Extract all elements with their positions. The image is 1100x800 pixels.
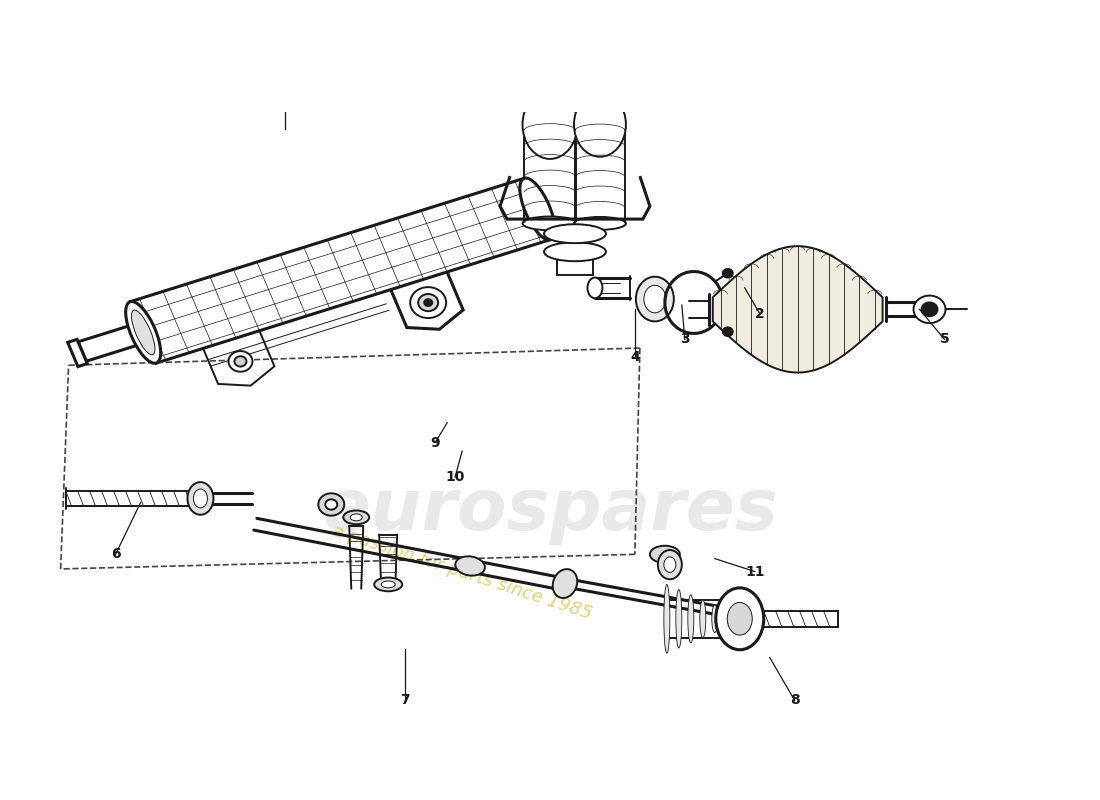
Ellipse shape [664,585,670,653]
Ellipse shape [350,514,362,521]
Ellipse shape [343,510,370,524]
Ellipse shape [382,581,395,588]
Ellipse shape [716,588,763,650]
Text: a passion for parts since 1985: a passion for parts since 1985 [330,522,594,623]
Circle shape [425,299,432,306]
Circle shape [234,356,246,366]
Ellipse shape [455,556,485,576]
Text: 2: 2 [755,306,764,321]
Ellipse shape [574,217,626,230]
Polygon shape [713,246,882,373]
Ellipse shape [194,489,208,508]
Ellipse shape [587,278,603,298]
Ellipse shape [522,217,578,230]
Text: 11: 11 [745,565,764,578]
Polygon shape [78,322,147,362]
Text: 5: 5 [939,333,949,346]
Ellipse shape [644,286,666,313]
Ellipse shape [187,482,213,514]
Ellipse shape [650,546,680,563]
Circle shape [229,351,252,372]
Circle shape [723,327,733,336]
Text: 3: 3 [680,333,690,346]
Ellipse shape [675,590,682,648]
Text: 7: 7 [400,694,410,707]
Ellipse shape [712,605,718,633]
Text: 1: 1 [280,0,290,2]
Ellipse shape [522,90,578,159]
Ellipse shape [520,178,554,240]
Text: 6: 6 [111,547,120,562]
Text: eurospares: eurospares [321,476,779,545]
Circle shape [410,287,447,318]
Ellipse shape [658,550,682,579]
Circle shape [922,302,937,316]
Circle shape [318,494,344,516]
Ellipse shape [552,569,578,598]
Text: 8: 8 [790,694,800,707]
Ellipse shape [131,310,155,354]
Text: 4: 4 [630,350,640,364]
Ellipse shape [727,602,752,635]
Ellipse shape [664,557,675,572]
Ellipse shape [574,92,626,157]
Ellipse shape [688,594,694,643]
Text: 10: 10 [446,470,465,484]
Ellipse shape [544,242,606,262]
Circle shape [418,294,438,311]
Polygon shape [68,339,87,366]
Polygon shape [130,178,550,363]
Ellipse shape [125,302,161,363]
Circle shape [326,499,338,510]
Ellipse shape [374,578,403,591]
Ellipse shape [636,277,674,322]
Circle shape [723,269,733,278]
Ellipse shape [700,600,706,638]
Ellipse shape [544,224,606,243]
Circle shape [913,295,946,323]
Text: 9: 9 [430,435,440,450]
